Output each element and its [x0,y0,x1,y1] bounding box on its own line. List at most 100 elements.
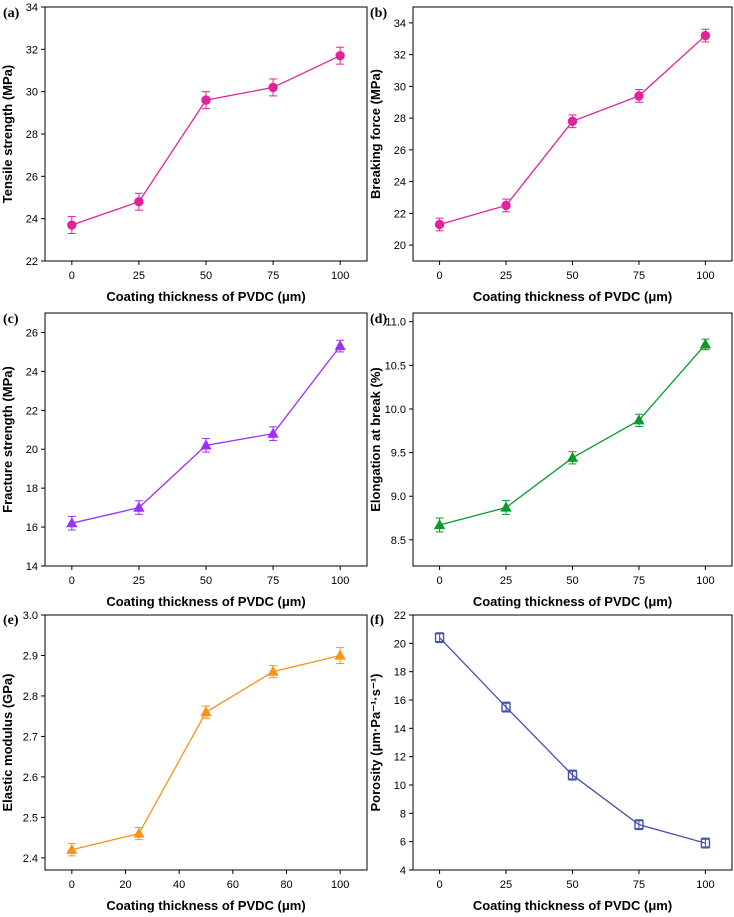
data-point [134,197,144,207]
series-line [71,345,341,524]
data-point [66,843,78,854]
y-tick-label: 14 [394,723,406,735]
data-point [634,819,644,830]
y-tick-label: 2.4 [23,853,38,865]
x-tick-label: 25 [133,270,145,282]
data-point [699,338,712,349]
plot-frame [44,614,368,871]
x-tick-label: 100 [696,575,714,587]
y-tick-label: 26 [394,145,406,157]
y-tick-label: 8.5 [391,535,406,547]
data-point [133,827,145,838]
x-tick-label: 100 [331,575,349,587]
chart-panel-1: (a) 0 25 50 75 100 22 24 26 28 30 32 34 Coating thick… [0,2,368,304]
y-tick-label: 18 [394,667,406,679]
y-tick-label: 32 [394,50,406,62]
x-tick-label: 80 [280,879,292,891]
series-line [71,654,341,851]
x-tick-label: 100 [331,879,349,891]
plot-frame [412,312,733,567]
series-line [439,343,706,526]
y-tick-label: 2.8 [23,691,38,703]
x-tick-label: 0 [69,879,75,891]
y-tick-label: 30 [26,87,38,99]
data-point [200,439,212,450]
x-axis-label: Coating thickness of PVDC (μm) [473,594,672,609]
chart-panel-6: (f) 0 25 50 75 100 4 6 8 10 12 14 16 18 20 22 Coating th… [368,610,733,913]
y-tick-label: 34 [394,18,406,30]
x-tick-label: 100 [696,879,714,891]
chart-panel-5: (e) 0 20 40 60 80 100 2.4 2.5 2.6 2.7 2.8 2.9 3.0 Coat… [0,610,368,913]
y-tick-label: 2.5 [23,812,38,824]
x-tick-label: 0 [69,270,75,282]
data-point [267,665,279,676]
x-tick-label: 0 [437,575,443,587]
y-tick-label: 16 [26,522,38,534]
y-axis-label: Tensile strength (MPa) [0,65,15,203]
y-tick-label: 34 [26,2,38,14]
plot-frame [44,6,368,262]
x-tick-label: 100 [331,270,349,282]
chart-panel-3: (c) 0 25 50 75 100 14 16 18 20 22 24 26 Coating thick… [0,312,368,609]
y-tick-label: 14 [26,561,38,573]
panel-label: (c) [3,312,19,327]
chart-panel-2: (b) 0 25 50 75 100 20 22 24 26 28 30 32 34 Coating thi… [368,6,733,304]
y-tick-label: 22 [26,405,38,417]
y-tick-label: 24 [394,177,406,189]
data-point [700,838,711,848]
y-tick-label: 2.7 [23,731,38,743]
x-tick-label: 25 [500,879,512,891]
y-tick-label: 18 [26,483,38,495]
data-point [433,518,446,530]
x-tick-label: 50 [566,575,578,587]
panel-label: (f) [370,613,384,628]
chart-panel-4: (d) 0 25 50 75 100 8.5 9.0 9.5 10.0 10.5 11.0 Coatin… [368,312,733,609]
data-point [500,501,512,512]
y-tick-label: 12 [394,752,406,764]
x-tick-label: 0 [437,270,443,282]
plot-frame [412,6,733,262]
x-tick-label: 100 [696,270,714,282]
y-tick-label: 4 [400,865,406,877]
x-tick-label: 25 [500,270,512,282]
data-point [567,770,578,780]
y-tick-label: 2.9 [23,650,38,662]
x-tick-label: 75 [633,879,645,891]
x-tick-label: 75 [633,575,645,587]
x-tick-label: 0 [437,879,443,891]
data-point [201,95,211,105]
y-axis-label: Fracture strength (MPa) [0,366,15,513]
data-point [67,220,77,230]
x-axis-label: Coating thickness of PVDC (μm) [473,898,672,913]
data-point [633,414,645,425]
data-point [133,501,145,512]
y-tick-label: 24 [26,214,38,226]
x-tick-label: 75 [633,270,645,282]
y-tick-label: 8 [400,808,406,820]
data-point [501,200,511,211]
y-tick-label: 28 [26,129,38,141]
x-tick-label: 50 [200,270,212,282]
data-point [334,340,346,351]
y-tick-label: 3.0 [23,610,38,622]
x-tick-label: 50 [200,575,212,587]
data-point [335,50,345,61]
y-tick-label: 28 [394,113,406,125]
y-tick-label: 22 [394,208,406,220]
y-tick-label: 10.0 [385,404,406,416]
x-tick-label: 60 [227,879,239,891]
y-tick-label: 10.5 [385,360,406,372]
data-point [66,517,78,528]
panel-label: (b) [370,6,387,21]
data-point [700,30,711,41]
y-tick-label: 20 [26,444,38,456]
data-point [334,649,346,660]
panel-label: (e) [3,613,19,628]
data-point [434,632,445,643]
x-axis-label: Coating thickness of PVDC (μm) [106,594,305,609]
y-tick-label: 22 [26,256,38,268]
series-line [71,55,341,226]
y-tick-label: 9.0 [391,491,406,503]
data-point [567,116,578,127]
